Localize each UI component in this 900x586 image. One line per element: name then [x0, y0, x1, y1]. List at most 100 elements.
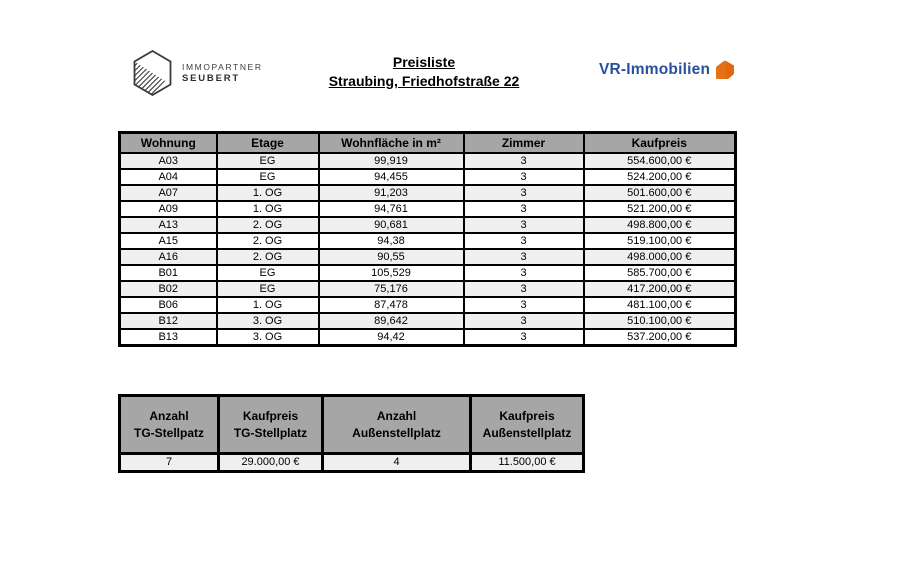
parking-header-line1: Kaufpreis [499, 408, 555, 423]
parking-header-line1: Anzahl [376, 408, 417, 423]
price-table-cell: 3. OG [215, 312, 320, 330]
price-table-row: A15 2. OG 94,38 3 519.100,00 € [118, 232, 737, 250]
price-table-cell: 3 [462, 312, 585, 330]
price-table-cell: 105,529 [317, 264, 465, 282]
parking-table-value-cell: 11.500,00 € [469, 452, 585, 473]
price-table-cell: 3 [462, 184, 585, 202]
price-table-cell: EG [215, 264, 320, 282]
price-table-row: A16 2. OG 90,55 3 498.000,00 € [118, 248, 737, 266]
price-table-cell: 3 [462, 152, 585, 170]
parking-table-value-cell: 4 [321, 452, 472, 473]
price-table-cell: A13 [118, 216, 218, 234]
price-table-cell: 1. OG [215, 184, 320, 202]
price-table-row: A13 2. OG 90,681 3 498.800,00 € [118, 216, 737, 234]
price-table-cell: 3 [462, 200, 585, 218]
price-table-row: A09 1. OG 94,761 3 521.200,00 € [118, 200, 737, 218]
price-table-row: A03 EG 99,919 3 554.600,00 € [118, 152, 737, 170]
vr-immobilien-logo: VR-Immobilien [599, 58, 737, 82]
immopartner-logo: IMMOPARTNER SEUBERT [132, 50, 263, 96]
parking-table-col-header: Kaufpreis Außenstellplatz [469, 394, 585, 455]
parking-header-line1: Kaufpreis [242, 408, 299, 423]
price-table-cell: EG [215, 152, 320, 170]
price-table-cell: 3 [462, 232, 585, 250]
price-table-cell: 90,55 [317, 248, 465, 266]
price-table-row: A07 1. OG 91,203 3 501.600,00 € [118, 184, 737, 202]
price-table-cell: A07 [118, 184, 218, 202]
parking-table-value-cell: 7 [118, 452, 220, 473]
price-table-cell: 94,42 [317, 328, 465, 347]
price-table-cell: 498.800,00 € [582, 216, 737, 234]
price-table-cell: 524.200,00 € [582, 168, 737, 186]
price-table-row: B06 1. OG 87,478 3 481.100,00 € [118, 296, 737, 314]
price-table-cell: 1. OG [215, 200, 320, 218]
price-table-cell: EG [215, 168, 320, 186]
parking-table-value-cell: 29.000,00 € [217, 452, 324, 473]
price-table-col-header: Zimmer [462, 131, 585, 154]
price-table-cell: 3 [462, 264, 585, 282]
price-table-row: B13 3. OG 94,42 3 537.200,00 € [118, 328, 737, 347]
price-table-cell: A15 [118, 232, 218, 250]
price-table-cell: A04 [118, 168, 218, 186]
house-icon [716, 60, 735, 79]
parking-header-line2: Außenstellplatz [352, 425, 441, 440]
price-table-cell: 3 [462, 280, 585, 298]
price-table-cell: 554.600,00 € [582, 152, 737, 170]
vr-logo-text: VR-Immobilien [599, 61, 711, 78]
parking-header-line1: Anzahl [149, 408, 189, 423]
price-table-cell: 537.200,00 € [582, 328, 737, 347]
price-table-col-header: Wohnung [118, 131, 218, 154]
price-table-cell: 2. OG [215, 216, 320, 234]
price-table-cell: 89,642 [317, 312, 465, 330]
price-table-cell: 521.200,00 € [582, 200, 737, 218]
price-table-body: A03 EG 99,919 3 554.600,00 € A04 EG 94,455 3 524.… [118, 152, 737, 347]
price-table-cell: 2. OG [215, 232, 320, 250]
price-table-cell: 501.600,00 € [582, 184, 737, 202]
price-table-cell: 1. OG [215, 296, 320, 314]
price-table-cell: B12 [118, 312, 218, 330]
price-table-cell: 94,455 [317, 168, 465, 186]
price-table-cell: 3 [462, 328, 585, 347]
price-table-cell: 75,176 [317, 280, 465, 298]
price-table-cell: 94,761 [317, 200, 465, 218]
price-table-cell: B02 [118, 280, 218, 298]
price-table-row: B02 EG 75,176 3 417.200,00 € [118, 280, 737, 298]
price-table-row: B12 3. OG 89,642 3 510.100,00 € [118, 312, 737, 330]
price-table-col-header: Wohnfläche in m² [317, 131, 465, 154]
price-table-cell: 3 [462, 216, 585, 234]
price-table: Wohnung Etage Wohnfläche in m² Zimmer Kaufpr… [118, 131, 737, 347]
parking-header-line2: TG-Stellpatz [133, 425, 204, 440]
price-table-cell: B13 [118, 328, 218, 347]
document-title: Preisliste Straubing, Friedhofstraße 22 [298, 53, 550, 90]
price-table-row: A04 EG 94,455 3 524.200,00 € [118, 168, 737, 186]
title-line2: Straubing, Friedhofstraße 22 [328, 72, 520, 89]
price-table-cell: 3 [462, 248, 585, 266]
price-table-cell: 3 [462, 168, 585, 186]
parking-header-line2: Außenstellplatz [482, 425, 572, 440]
price-table-cell: B06 [118, 296, 218, 314]
price-table-col-header: Kaufpreis [582, 131, 737, 154]
price-table-cell: B01 [118, 264, 218, 282]
parking-table-value-row: 7 29.000,00 €4 11.500,00 € [118, 452, 585, 473]
price-table-cell: A09 [118, 200, 218, 218]
immopartner-logo-text: IMMOPARTNER SEUBERT [182, 62, 263, 85]
price-table-cell: 91,203 [317, 184, 465, 202]
parking-table-col-header: Kaufpreis TG-Stellplatz [217, 394, 324, 455]
price-table-cell: A16 [118, 248, 218, 266]
price-table-cell: 99,919 [317, 152, 465, 170]
price-table-cell: 87,478 [317, 296, 465, 314]
parking-table-header-row: Anzahl TG-Stellpatz Kaufpreis TG-Stellplatz… [118, 394, 585, 455]
price-table-cell: 498.000,00 € [582, 248, 737, 266]
price-table-cell: 481.100,00 € [582, 296, 737, 314]
price-table-header-row: Wohnung Etage Wohnfläche in m² Zimmer Kaufpr… [118, 131, 737, 154]
price-table-cell: EG [215, 280, 320, 298]
parking-table-col-header: Anzahl Außenstellplatz [321, 394, 472, 455]
price-table-cell: 519.100,00 € [582, 232, 737, 250]
parking-table: Anzahl TG-Stellpatz Kaufpreis TG-Stellplatz… [118, 394, 585, 473]
price-table-cell: 3. OG [215, 328, 320, 347]
parking-header-line2: TG-Stellplatz [233, 425, 308, 440]
title-line1: Preisliste [392, 54, 456, 70]
price-table-cell: 90,681 [317, 216, 465, 234]
logo-brand-line1: IMMOPARTNER [182, 61, 263, 72]
price-table-cell: 417.200,00 € [582, 280, 737, 298]
